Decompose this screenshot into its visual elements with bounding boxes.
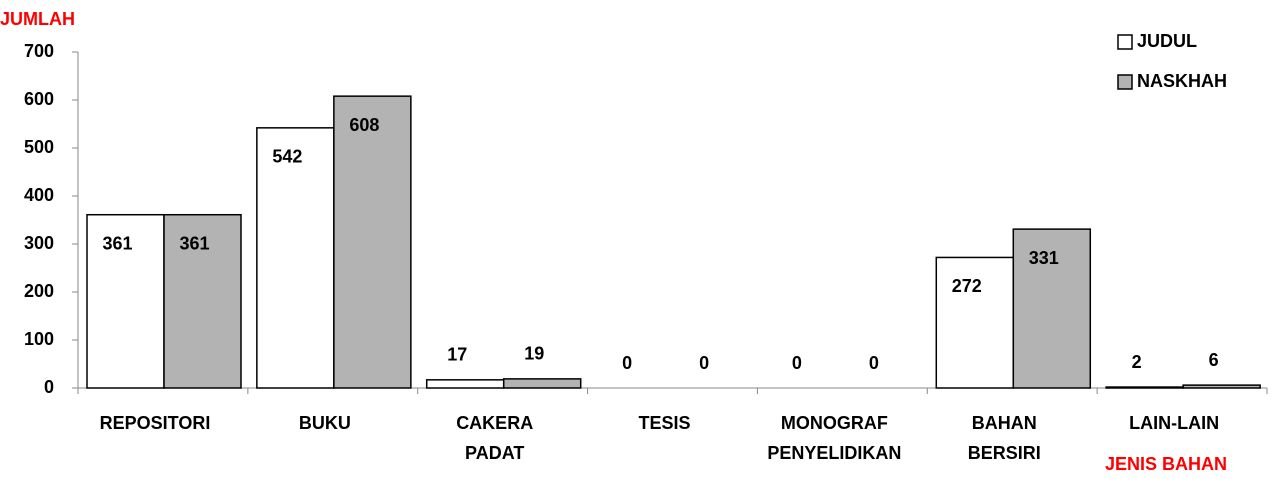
data-label: 542: [272, 147, 302, 167]
x-tick-label: REPOSITORI: [99, 413, 211, 433]
data-label: 0: [699, 353, 709, 373]
bar: [333, 95, 412, 389]
y-tick-label: 0: [44, 377, 54, 397]
data-label: 6: [1209, 350, 1219, 370]
data-label: 361: [179, 233, 209, 253]
legend-label: NASKHAH: [1137, 71, 1227, 91]
data-label: 361: [102, 233, 132, 253]
x-axis-label: JENIS BAHAN: [1105, 454, 1227, 474]
y-tick-label: 400: [24, 185, 54, 205]
data-label: 0: [792, 353, 802, 373]
data-label: 608: [349, 115, 379, 135]
legend-swatch: [1117, 34, 1133, 50]
data-label: 17: [447, 345, 467, 365]
bar: [425, 379, 505, 389]
y-tick-label: 300: [24, 233, 54, 253]
x-tick-label: CAKERA PADAT: [456, 413, 534, 463]
data-label: 331: [1029, 248, 1059, 268]
x-tick-label: LAIN-LAIN: [1129, 413, 1220, 433]
bar: [86, 213, 165, 389]
bar: [163, 213, 242, 389]
y-tick-label: 100: [24, 329, 54, 349]
data-label: 19: [524, 344, 544, 364]
x-tick-label: MONOGRAF PENYELIDIKAN: [767, 413, 902, 463]
bar: [1182, 384, 1261, 389]
bar: [1012, 228, 1092, 389]
x-tick-label: BAHAN BERSIRI: [967, 413, 1041, 463]
x-tick-label: TESIS: [638, 413, 691, 433]
bar: [502, 378, 582, 389]
bar: [935, 256, 1015, 389]
x-tick-label: BUKU: [298, 413, 351, 433]
data-label: 0: [869, 353, 879, 373]
data-label: 0: [622, 353, 632, 373]
bar: [1105, 386, 1184, 389]
y-axis-label: JUMLAH: [0, 9, 75, 29]
data-label: 2: [1132, 352, 1142, 372]
legend-label: JUDUL: [1137, 31, 1197, 51]
y-tick-label: 500: [24, 137, 54, 157]
bar: [256, 127, 335, 389]
y-tick-label: 200: [24, 281, 54, 301]
legend-swatch: [1117, 74, 1133, 90]
data-label: 272: [952, 276, 982, 296]
y-tick-label: 600: [24, 89, 54, 109]
y-tick-label: 700: [24, 41, 54, 61]
